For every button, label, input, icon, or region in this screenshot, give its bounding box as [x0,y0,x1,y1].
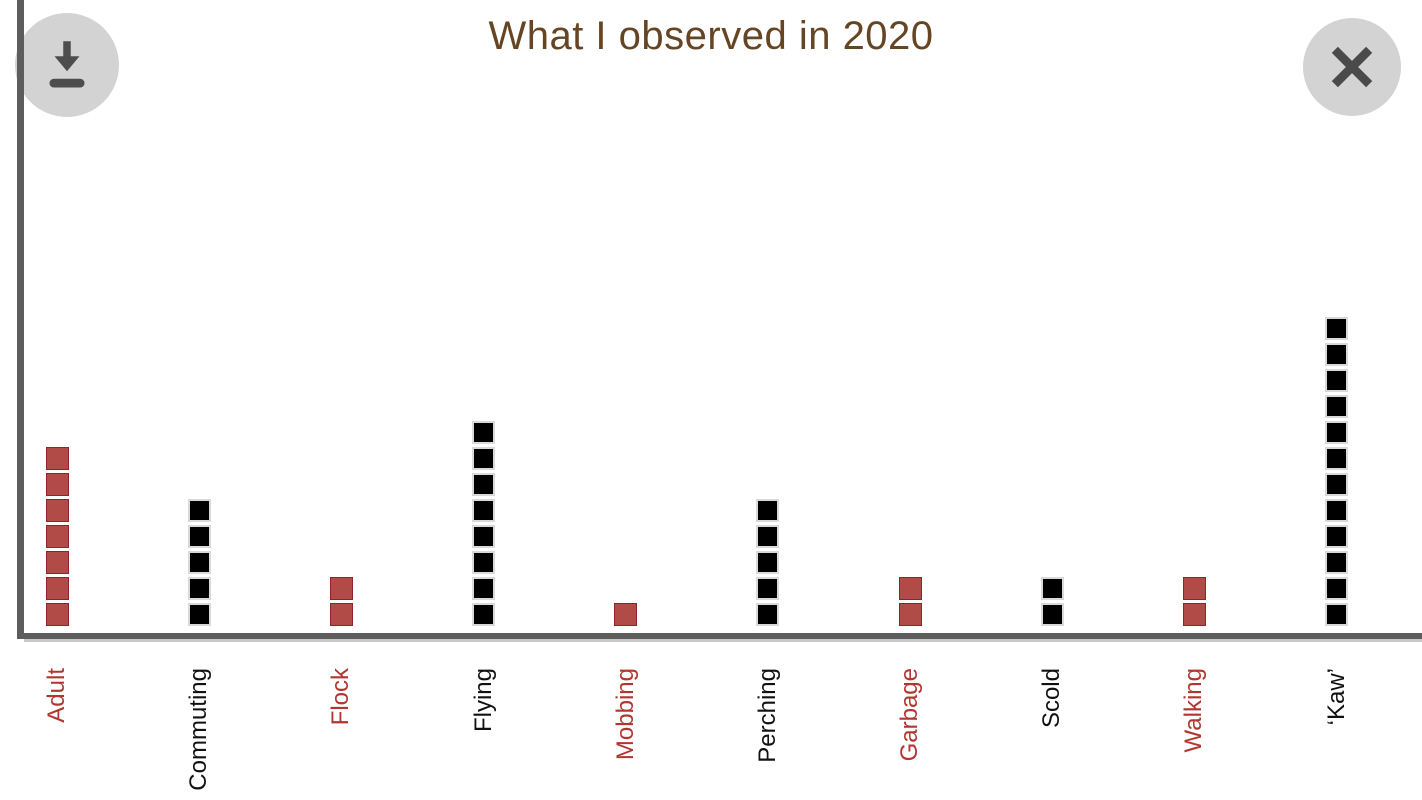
waffle-square [45,499,69,522]
x-axis-line [17,633,1422,639]
waffle-square [45,603,69,626]
x-axis-label: Flying [469,668,497,733]
waffle-square [756,525,780,548]
waffle-square [187,525,211,548]
waffle-square [1325,603,1349,626]
x-axis-label: Adult [43,668,70,723]
x-axis-label: Scold [1038,668,1066,729]
waffle-square [898,577,922,600]
waffle-square [1325,473,1349,496]
waffle-square [472,577,495,600]
waffle-square [1325,447,1349,470]
x-axis-label: Mobbing [611,668,639,761]
download-button[interactable] [15,13,119,117]
x-axis-label: Walking [1180,668,1208,753]
waffle-square [472,603,495,626]
waffle-square [45,551,69,574]
x-axis-label: Flock [327,668,355,726]
download-icon [37,35,97,95]
waffle-square [472,499,495,522]
waffle-square [329,577,353,600]
x-axis-shadow [24,639,1422,642]
waffle-square [1325,369,1349,392]
x-axis-label: Perching [753,668,781,763]
waffle-square [756,499,780,522]
waffle-square [45,447,69,470]
waffle-square [898,603,922,626]
x-axis-label: Garbage [896,668,924,762]
x-axis-label: Commuting [185,668,213,791]
waffle-square [472,421,495,444]
waffle-square [1325,317,1349,340]
waffle-square [45,577,69,600]
waffle-square [614,603,638,626]
waffle-square [472,551,495,574]
waffle-square [187,499,211,522]
waffle-square [1325,499,1349,522]
close-button[interactable] [1303,18,1401,116]
waffle-square [472,447,495,470]
waffle-square [1325,525,1349,548]
waffle-square [1325,343,1349,366]
waffle-square [45,473,69,496]
waffle-square [1325,395,1349,418]
waffle-square [472,525,495,548]
waffle-square [187,603,211,626]
waffle-square [1040,577,1064,600]
chart-title: What I observed in 2020 [488,14,934,58]
waffle-square [187,577,211,600]
waffle-square [1182,577,1206,600]
close-icon [1326,41,1378,93]
waffle-square [45,525,69,548]
y-axis-line [17,0,24,639]
waffle-square [187,551,211,574]
waffle-square [472,473,495,496]
waffle-square [329,603,353,626]
waffle-square [1182,603,1206,626]
waffle-square [756,551,780,574]
waffle-square [1325,551,1349,574]
waffle-square [1325,577,1349,600]
x-axis-label: ‘Kaw’ [1322,668,1350,726]
waffle-square [1040,603,1064,626]
waffle-square [756,577,780,600]
waffle-square [756,603,780,626]
waffle-square [1325,421,1349,444]
